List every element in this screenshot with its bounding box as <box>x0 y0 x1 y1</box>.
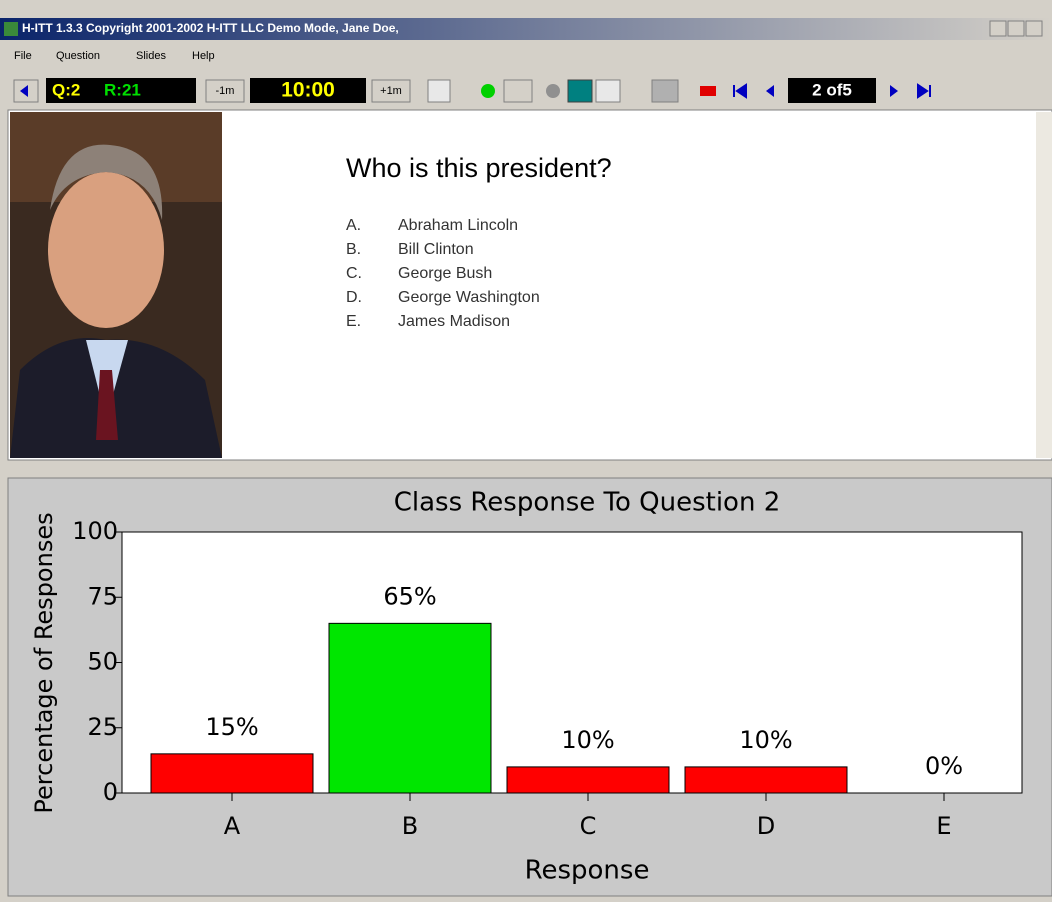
value-label: 10% <box>561 726 614 754</box>
y-tick-label: 0 <box>103 778 118 806</box>
y-tick-label: 25 <box>87 713 118 741</box>
menu-item[interactable]: Help <box>192 50 215 62</box>
option-letter: D. <box>346 289 362 306</box>
option-letter: E. <box>346 313 361 330</box>
x-tick-label: D <box>757 812 775 840</box>
x-axis-label: Response <box>525 856 650 886</box>
option-letter: C. <box>346 265 362 282</box>
minus-label: -1m <box>216 85 235 97</box>
portrait-photo <box>10 112 222 458</box>
chart-title: Class Response To Question 2 <box>394 488 781 518</box>
x-tick-label: C <box>580 812 597 840</box>
bar <box>507 767 669 793</box>
value-label: 10% <box>739 726 792 754</box>
value-label: 15% <box>205 713 258 741</box>
option-text: Bill Clinton <box>398 241 474 258</box>
x-tick-label: E <box>936 812 951 840</box>
scrollbar[interactable] <box>1036 112 1052 458</box>
option-letter: B. <box>346 241 361 258</box>
y-axis-label: Percentage of Responses <box>30 512 58 813</box>
y-tick-label: 50 <box>87 648 118 676</box>
option-text: George Washington <box>398 289 540 306</box>
menu-item[interactable]: Question <box>56 50 100 62</box>
value-label: 65% <box>383 582 436 610</box>
value-label: 0% <box>925 752 963 780</box>
option-letter: A. <box>346 217 361 234</box>
x-tick-label: B <box>402 812 418 840</box>
maximize[interactable] <box>1008 21 1024 36</box>
window-title: H-ITT 1.3.3 Copyright 2001-2002 H-ITT LL… <box>22 21 399 35</box>
bar <box>329 623 491 793</box>
bar <box>685 767 847 793</box>
close[interactable] <box>1026 21 1042 36</box>
minimize[interactable] <box>990 21 1006 36</box>
timer: 10:00 <box>281 79 335 102</box>
app-window: H-ITT 1.3.3 Copyright 2001-2002 H-ITT LL… <box>0 0 1052 897</box>
menu-item[interactable]: File <box>14 50 32 62</box>
app-icon <box>4 22 18 36</box>
plus-label: +1m <box>380 85 402 97</box>
bar <box>151 754 313 793</box>
question-text: Who is this president? <box>346 153 612 183</box>
window-controls[interactable] <box>990 21 1042 36</box>
y-tick-label: 75 <box>87 582 118 610</box>
option-text: George Bush <box>398 265 492 282</box>
slide-position: 2 of5 <box>812 80 852 99</box>
option-text: Abraham Lincoln <box>398 217 518 234</box>
response-count: R:21 <box>104 80 141 99</box>
option-text: James Madison <box>398 313 510 330</box>
x-tick-label: A <box>224 812 241 840</box>
y-tick-label: 100 <box>72 517 118 545</box>
question-count: Q:2 <box>52 80 80 99</box>
menu-item[interactable]: Slides <box>136 50 166 62</box>
